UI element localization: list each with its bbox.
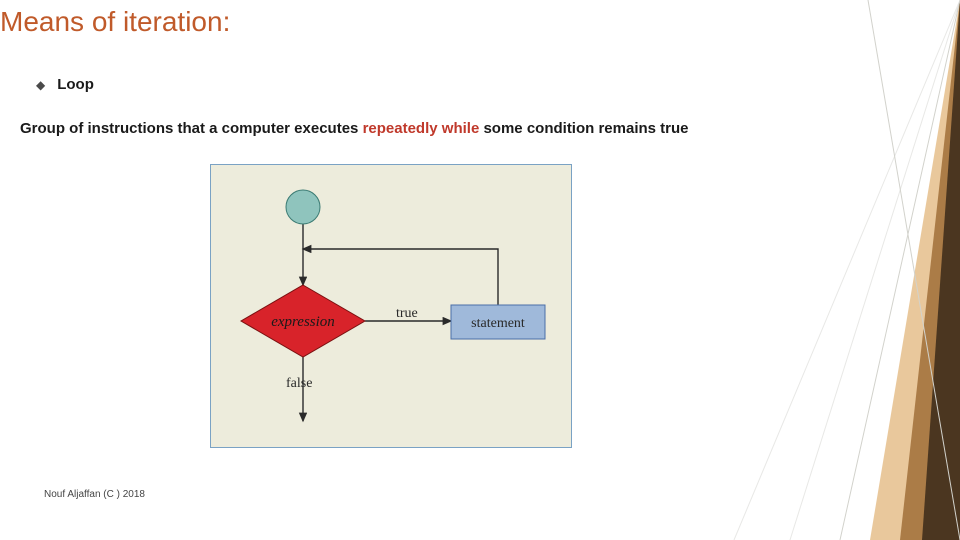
desc-accent-while: while <box>442 120 480 137</box>
slide-title: Means of iteration: <box>0 0 230 38</box>
svg-text:statement: statement <box>471 316 525 331</box>
desc-accent-repeatedly: repeatedly <box>363 120 442 137</box>
svg-text:expression: expression <box>271 314 335 330</box>
title-text: Means of iteration: <box>0 6 230 37</box>
desc-prefix: Group of instructions that a computer ex… <box>20 120 363 137</box>
bullet-item: ◆ Loop <box>36 76 94 93</box>
description-line: Group of instructions that a computer ex… <box>20 120 689 137</box>
bullet-label: Loop <box>57 76 94 93</box>
desc-suffix: some condition remains true <box>479 120 688 137</box>
svg-text:true: true <box>396 306 418 321</box>
footer-copyright: Nouf Aljaffan (C ) 2018 <box>44 489 145 500</box>
flowchart-svg: true false expression statement <box>211 165 573 449</box>
svg-text:false: false <box>286 376 312 391</box>
slide: Means of iteration: ◆ Loop Group of inst… <box>0 0 960 540</box>
corner-decoration <box>700 0 960 540</box>
bullet-marker-icon: ◆ <box>36 78 45 92</box>
flowchart-figure: true false expression statement <box>210 164 572 448</box>
